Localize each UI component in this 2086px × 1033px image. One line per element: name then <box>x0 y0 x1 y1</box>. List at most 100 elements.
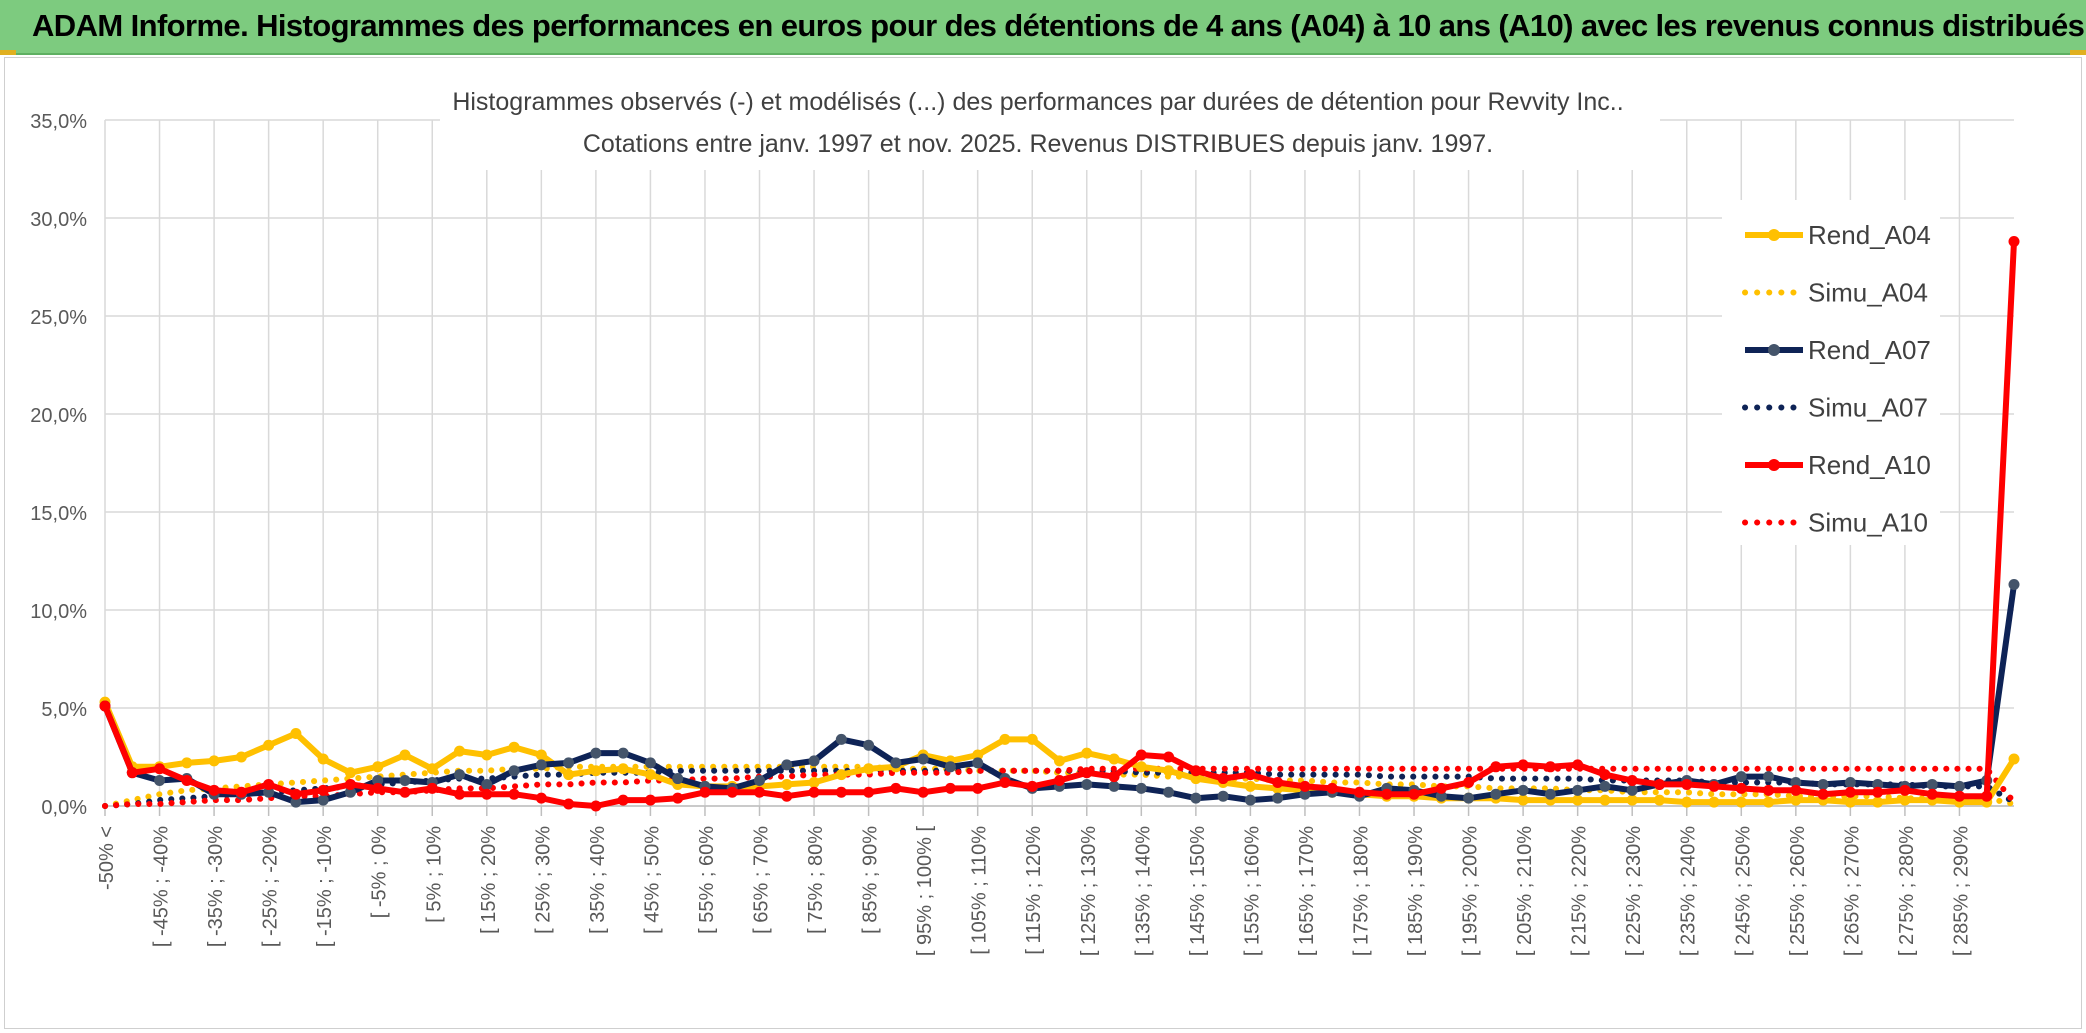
legend-label-Simu_A10: Simu_A10 <box>1808 508 1928 538</box>
data-point-Rend_A04 <box>481 749 493 761</box>
data-point-Rend_A07 <box>1735 771 1747 783</box>
legend: Rend_A04 Simu_A04 Rend_A07 Simu_A07 Rend_A10… <box>1742 220 1931 538</box>
x-tick-label: [ 195% ; 200% <box>1460 826 1482 956</box>
legend-marker-Rend_A04 <box>1768 229 1780 241</box>
data-point-Rend_A04 <box>1517 794 1529 806</box>
x-tick-label: [ 135% ; 140% <box>1132 826 1154 956</box>
data-point-Rend_A10 <box>1108 771 1120 783</box>
y-tick-label: 10,0% <box>30 601 87 623</box>
data-point-Rend_A10 <box>1353 786 1365 798</box>
data-point-Rend_A10 <box>781 790 793 802</box>
x-tick-label: [ 165% ; 170% <box>1296 826 1318 956</box>
data-point-Rend_A07 <box>317 794 329 806</box>
data-point-Rend_A10 <box>454 788 466 800</box>
data-point-Rend_A04 <box>1190 773 1202 785</box>
data-point-Rend_A10 <box>890 782 902 794</box>
data-point-Rend_A07 <box>972 757 984 769</box>
data-point-Rend_A04 <box>1599 794 1611 806</box>
data-point-Rend_A07 <box>344 786 356 798</box>
data-point-Rend_A10 <box>1081 767 1093 779</box>
data-point-Rend_A10 <box>1135 749 1147 761</box>
data-point-Rend_A10 <box>317 784 329 796</box>
x-tick-label: [ 205% ; 210% <box>1514 826 1536 956</box>
x-tick-label: [ 215% ; 220% <box>1569 826 1591 956</box>
data-point-Rend_A04 <box>508 741 520 753</box>
data-point-Rend_A10 <box>1708 780 1720 792</box>
data-point-Rend_A10 <box>1381 788 1393 800</box>
data-point-Rend_A07 <box>644 757 656 769</box>
data-point-Rend_A04 <box>1681 796 1693 808</box>
banner-corner-right <box>2070 50 2086 55</box>
data-point-Rend_A10 <box>808 786 820 798</box>
data-point-Rend_A07 <box>2008 579 2020 591</box>
x-tick-label: [ 115% ; 120% <box>1023 826 1045 955</box>
data-point-Rend_A04 <box>1026 733 1038 745</box>
data-point-Rend_A10 <box>590 800 602 812</box>
data-point-Rend_A10 <box>944 782 956 794</box>
data-point-Rend_A10 <box>344 778 356 790</box>
data-point-Rend_A04 <box>999 733 1011 745</box>
data-point-Rend_A04 <box>1790 794 1802 806</box>
data-point-Rend_A10 <box>1190 765 1202 777</box>
report-banner: ADAM Informe. Histogrammes des performan… <box>0 0 2086 55</box>
data-point-Rend_A07 <box>917 753 929 765</box>
data-point-Rend_A07 <box>1599 780 1611 792</box>
data-point-Rend_A10 <box>1844 786 1856 798</box>
data-point-Rend_A10 <box>863 786 875 798</box>
y-tick-label: 15,0% <box>30 503 87 525</box>
data-point-Rend_A04 <box>263 739 275 751</box>
data-point-Rend_A10 <box>2008 236 2020 248</box>
data-point-Rend_A04 <box>2008 753 2020 765</box>
data-point-Rend_A10 <box>699 786 711 798</box>
legend-marker-Rend_A07 <box>1768 344 1780 356</box>
x-tick-label: [ 65% ; 70% <box>751 826 773 934</box>
x-tick-label: [ 35% ; 40% <box>587 826 609 934</box>
data-point-Rend_A10 <box>426 782 438 794</box>
banner-corner-left <box>0 50 16 55</box>
data-point-Rend_A07 <box>1217 790 1229 802</box>
legend-label-Rend_A07: Rend_A07 <box>1808 335 1931 365</box>
x-tick-label: [ 85% ; 90% <box>860 826 882 934</box>
y-tick-label: 25,0% <box>30 307 87 329</box>
data-point-Rend_A07 <box>1244 794 1256 806</box>
data-point-Rend_A10 <box>1054 775 1065 787</box>
data-point-Rend_A04 <box>590 765 602 777</box>
data-point-Rend_A10 <box>1026 780 1038 792</box>
data-point-Rend_A07 <box>399 775 411 787</box>
data-point-Rend_A04 <box>399 749 411 761</box>
x-axis: -50% < [ -45% ; -40% [ -35% ; -30% [ -25% ;… <box>96 805 2014 957</box>
data-point-Rend_A10 <box>1163 751 1175 763</box>
data-point-Rend_A04 <box>1081 747 1093 759</box>
data-point-Rend_A04 <box>208 755 220 767</box>
data-point-Rend_A10 <box>672 792 684 804</box>
data-point-Rend_A04 <box>1626 794 1638 806</box>
data-point-Rend_A07 <box>154 775 166 787</box>
series-group <box>99 236 2020 812</box>
data-point-Rend_A04 <box>317 753 329 765</box>
data-point-Rend_A10 <box>535 792 547 804</box>
data-point-Rend_A10 <box>1599 769 1611 781</box>
x-tick-label: [ 235% ; 240% <box>1678 826 1700 956</box>
data-point-Rend_A07 <box>1463 792 1475 804</box>
x-tick-label: [ -45% ; -40% <box>151 826 173 947</box>
data-point-Rend_A10 <box>1244 769 1256 781</box>
data-point-Rend_A07 <box>290 796 302 808</box>
data-point-Rend_A07 <box>1572 784 1584 796</box>
data-point-Rend_A04 <box>426 763 438 775</box>
data-point-Rend_A10 <box>181 775 193 787</box>
data-point-Rend_A10 <box>1463 776 1475 788</box>
data-point-Rend_A07 <box>1817 778 1829 790</box>
data-point-Rend_A10 <box>1626 775 1638 787</box>
data-point-Rend_A10 <box>399 786 411 798</box>
data-point-Rend_A04 <box>563 769 575 781</box>
data-point-Rend_A04 <box>1653 794 1665 806</box>
data-point-Rend_A07 <box>754 775 766 787</box>
x-tick-label: [ 95% ; 100% [ <box>914 826 936 957</box>
data-point-Rend_A10 <box>563 798 575 810</box>
data-point-Rend_A07 <box>563 757 575 769</box>
data-point-Rend_A10 <box>290 788 302 800</box>
data-point-Rend_A04 <box>1054 755 1065 767</box>
x-tick-label: [ -35% ; -30% <box>205 826 227 947</box>
data-point-Rend_A04 <box>835 769 847 781</box>
